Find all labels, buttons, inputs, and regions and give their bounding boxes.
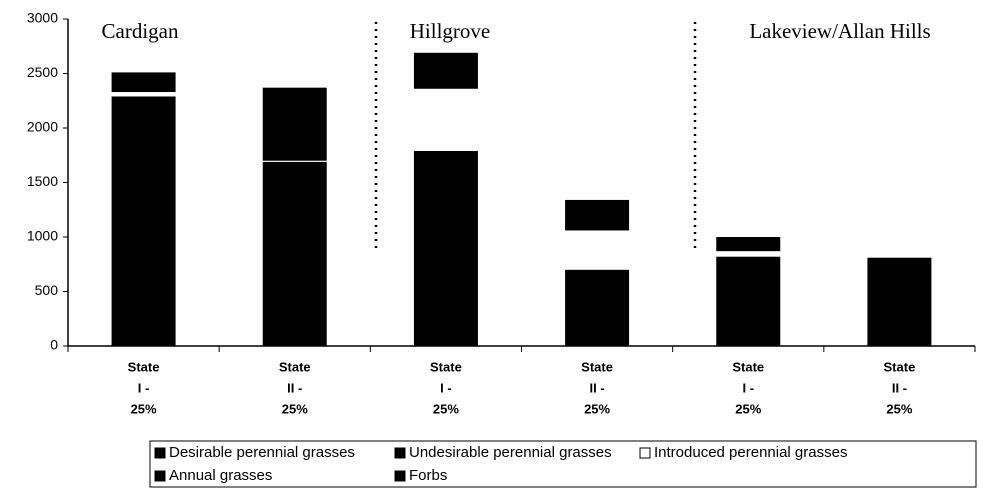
y-tick-label: 500: [35, 282, 59, 298]
legend-swatch: [394, 447, 406, 459]
x-tick-label: 25%: [886, 401, 912, 416]
legend-label: Forbs: [409, 467, 447, 484]
group-label: Lakeview/Allan Hills: [749, 19, 930, 43]
x-tick-label: I -: [440, 380, 452, 395]
y-tick-label: 2500: [27, 64, 58, 80]
bar-segment: [413, 88, 478, 151]
legend-label: Introduced perennial grasses: [654, 444, 847, 461]
legend-swatch: [154, 447, 166, 459]
x-tick-label: State: [581, 359, 613, 374]
legend-box: [149, 440, 977, 488]
bar-segment: [111, 72, 176, 93]
y-tick-label: 0: [50, 337, 58, 353]
x-tick-label: I -: [742, 380, 754, 395]
bar-segment: [716, 256, 781, 346]
y-tick-label: 1000: [27, 228, 58, 244]
legend-swatch: [154, 470, 166, 482]
x-tick-label: State: [128, 359, 160, 374]
bar-segment: [262, 87, 327, 161]
legend-label: Undesirable perennial grasses: [409, 444, 612, 461]
x-tick-label: 25%: [433, 401, 459, 416]
bar-segment: [413, 52, 478, 89]
bar-segment: [565, 199, 630, 231]
x-tick-label: II -: [589, 380, 604, 395]
bar-segment: [111, 92, 176, 97]
y-tick-label: 3000: [27, 10, 58, 26]
x-tick-label: 25%: [282, 401, 308, 416]
x-tick-label: 25%: [584, 401, 610, 416]
bar-segment: [565, 230, 630, 270]
x-tick-label: II -: [892, 380, 907, 395]
x-tick-label: II -: [287, 380, 302, 395]
group-label: Hillgrove: [410, 19, 490, 43]
bar-segment: [111, 96, 176, 346]
x-tick-label: State: [279, 359, 311, 374]
bar-segment: [262, 160, 327, 162]
x-tick-label: I -: [138, 380, 150, 395]
x-tick-label: State: [732, 359, 764, 374]
bar-segment: [716, 251, 781, 257]
bar-segment: [565, 269, 630, 346]
group-label: Cardigan: [102, 19, 179, 43]
x-tick-label: 25%: [131, 401, 157, 416]
bar-segment: [262, 161, 327, 346]
y-tick-label: 1500: [27, 173, 58, 189]
legend-label: Annual grasses: [169, 467, 272, 484]
legend-swatch: [639, 447, 651, 459]
bar-segment: [413, 150, 478, 346]
x-tick-label: 25%: [735, 401, 761, 416]
legend-label: Desirable perennial grasses: [169, 444, 355, 461]
x-tick-label: State: [884, 359, 916, 374]
x-tick-label: State: [430, 359, 462, 374]
y-tick-label: 2000: [27, 119, 58, 135]
bar-segment: [716, 237, 781, 252]
legend-swatch: [394, 470, 406, 482]
bar-segment: [867, 257, 932, 346]
